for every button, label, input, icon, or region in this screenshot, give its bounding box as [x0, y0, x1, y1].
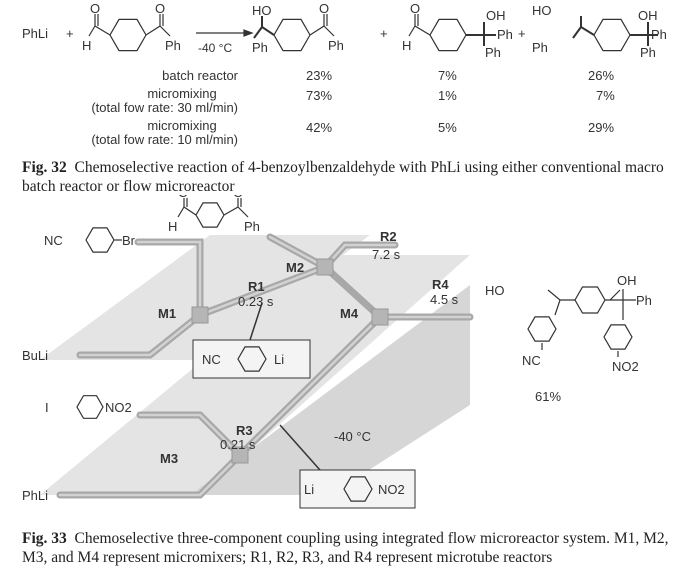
atom-label: Ph: [532, 40, 548, 55]
yield-cell: 42%: [306, 120, 333, 135]
benzene-ring: [76, 395, 104, 419]
row-label: batch reactor: [162, 68, 238, 83]
figure-caption: Fig. 33 Chemoselective three-component c…: [22, 529, 672, 567]
mixer-label: M2: [286, 260, 304, 275]
atom-label: Ph: [252, 40, 268, 55]
micromixer-m1: [191, 306, 209, 324]
benzene-ring: [109, 18, 147, 52]
atom-label: NO2: [105, 400, 132, 415]
atom-label: O: [155, 1, 165, 16]
yield-cell: 7%: [596, 88, 615, 103]
atom-label: OH: [638, 8, 658, 23]
reactor-label: R4: [432, 277, 449, 292]
plus-sign: +: [66, 26, 74, 41]
benzene-ring: [85, 227, 115, 253]
yield-cell: 29%: [588, 120, 615, 135]
mixer-label: M3: [160, 451, 178, 466]
yield-cell: 26%: [588, 68, 615, 83]
benzene-ring: [195, 202, 225, 228]
residence-time: 7.2 s: [372, 247, 401, 262]
atom-label: Ph: [244, 219, 260, 234]
mixer-label: M4: [340, 306, 359, 321]
atom-label: Ph: [497, 27, 513, 42]
reactor-label: R3: [236, 423, 253, 438]
caption-number: Fig. 32: [22, 159, 67, 176]
product-yield: 61%: [535, 389, 561, 404]
reactor-label: R1: [248, 279, 265, 294]
caption-text: Chemoselective reaction of 4-benzoylbenz…: [22, 159, 664, 195]
atom-label: O: [319, 1, 329, 16]
atom-label: H: [82, 38, 91, 53]
atom-label: NC: [44, 233, 63, 248]
row-sublabel: (total fow rate: 10 ml/min): [91, 132, 238, 147]
plate: [190, 285, 470, 495]
micromixer-m4: [371, 308, 389, 326]
row-label: micromixing: [147, 86, 217, 101]
atom-label: Br: [122, 233, 136, 248]
residence-time: 0.23 s: [238, 294, 274, 309]
atom-label: Ph: [328, 38, 344, 53]
atom-label: OH: [617, 273, 637, 288]
reactor-label: R2: [380, 229, 397, 244]
row-label: micromixing: [147, 118, 217, 133]
caption-text: Chemoselective three-component coupling …: [22, 530, 669, 566]
plate: [40, 235, 370, 360]
benzene-ring: [273, 18, 311, 52]
atom-label: O: [90, 1, 100, 16]
fig33-flow-diagram: NC Br O H O Ph BuLi I NO2 PhLi M1 M2 M3 …: [22, 195, 652, 509]
benzene-ring: [527, 316, 557, 342]
atom-label: O: [178, 195, 188, 200]
atom-label: Ph: [651, 27, 667, 42]
micromixer-m3: [231, 446, 249, 464]
atom-label: Ph: [640, 45, 656, 60]
benzene-ring: [429, 18, 467, 52]
atom-label: O: [233, 195, 243, 200]
yield-cell: 1%: [438, 88, 457, 103]
atom-label: NO2: [378, 482, 405, 497]
residence-time: 4.5 s: [430, 292, 459, 307]
figure-caption: Fig. 32 Chemoselective reaction of 4-ben…: [22, 158, 672, 196]
benzene-ring: [603, 324, 633, 350]
benzene-ring: [574, 286, 606, 314]
yield-cell: 5%: [438, 120, 457, 135]
micromixer-m2: [316, 258, 334, 276]
plus-sign: +: [518, 26, 526, 41]
input-phli: PhLi: [22, 488, 48, 503]
yield-cell: 7%: [438, 68, 457, 83]
residence-time: 0.21 s: [220, 437, 256, 452]
atom-label: Ph: [485, 45, 501, 60]
benzene-ring: [237, 346, 267, 372]
atom-label: Ph: [165, 38, 181, 53]
atom-label: O: [410, 1, 420, 16]
yield-cell: 73%: [306, 88, 333, 103]
reagent-phli: PhLi: [22, 26, 48, 41]
atom-label: OH: [486, 8, 506, 23]
atom-label: NC: [522, 353, 541, 368]
temperature-label: -40 °C: [334, 429, 371, 444]
atom-label: NO2: [612, 359, 639, 374]
benzene-ring: [593, 18, 631, 52]
caption-number: Fig. 33: [22, 530, 67, 547]
atom-label: HO: [485, 283, 505, 298]
atom-label: H: [168, 219, 177, 234]
benzene-ring: [343, 476, 373, 502]
input-buli: BuLi: [22, 348, 48, 363]
atom-label: I: [45, 400, 49, 415]
atom-label: Li: [274, 352, 284, 367]
reaction-condition: -40 °C: [198, 41, 232, 55]
mixer-label: M1: [158, 306, 176, 321]
atom-label: HO: [252, 3, 272, 18]
atom-label: Li: [304, 482, 314, 497]
atom-label: NC: [202, 352, 221, 367]
yield-cell: 23%: [306, 68, 333, 83]
atom-label: Ph: [636, 293, 652, 308]
fig32-scheme: PhLi + O H O Ph -40 °C HO Ph O Ph + O H …: [22, 1, 667, 60]
plus-sign: +: [380, 26, 388, 41]
row-sublabel: (total fow rate: 30 ml/min): [91, 100, 238, 115]
atom-label: HO: [532, 3, 552, 18]
atom-label: H: [402, 38, 411, 53]
